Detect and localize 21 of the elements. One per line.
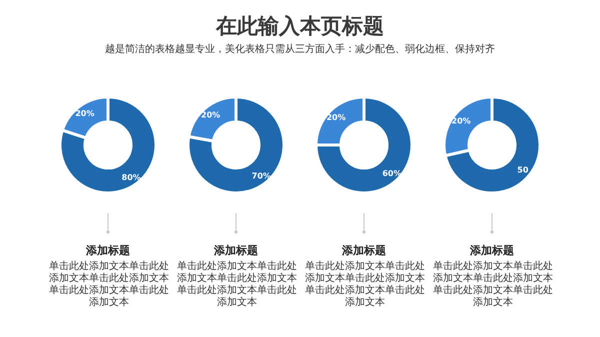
data-label: 60% — [382, 168, 402, 178]
text: 单击此处添加文本单击此处添加文本单击此处添加文本单击此处添加文本单击此处添加文本 — [432, 261, 554, 309]
text: 添加标题 — [213, 243, 259, 258]
text: 单击此处添加文本单击此处添加文本单击此处添加文本单击此处添加文本单击此处添加文本 — [176, 261, 298, 309]
donut-slice — [186, 96, 286, 194]
data-label: 50 — [517, 166, 529, 175]
text: 越是简洁的表格越显专业，美化表格只需从三方面入手：减少配色、弱化边框、保持对齐 — [104, 42, 496, 56]
data-label: 80% — [122, 172, 141, 182]
data-label: 20% — [452, 116, 471, 126]
text: 添加标题 — [341, 243, 387, 258]
text: 单击此处添加文本单击此处添加文本单击此处添加文本单击此处添加文本单击此处添加文本 — [304, 261, 426, 309]
text: 单击此处添加文本单击此处添加文本单击此处添加文本单击此处添加文本单击此处添加文本 — [48, 261, 170, 309]
donut-slice — [58, 96, 158, 194]
data-label: 20% — [75, 109, 94, 118]
text: 添加标题 — [469, 243, 515, 258]
data-label: 70% — [252, 171, 271, 180]
donut-slice — [314, 96, 414, 194]
text: 在此输入本页标题 — [214, 13, 385, 40]
data-label: 20% — [326, 113, 346, 122]
data-label: 20% — [201, 110, 220, 120]
text: 添加标题 — [85, 243, 131, 258]
